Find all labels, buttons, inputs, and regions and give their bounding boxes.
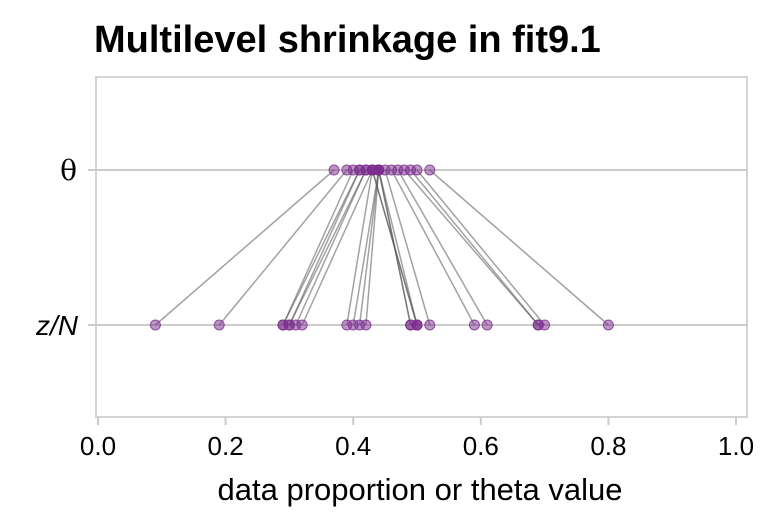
plot-frame <box>95 76 748 418</box>
shrinkage-line <box>282 169 354 326</box>
shrinkage-lines <box>154 169 609 326</box>
y-tick-label-theta: θ <box>60 154 77 187</box>
data-points <box>149 164 614 331</box>
shrinkage-line <box>301 169 374 326</box>
zn-point <box>468 319 480 331</box>
zn-point <box>539 319 551 331</box>
shrinkage-line <box>429 169 609 326</box>
shrinkage-line <box>154 169 335 326</box>
x-tick-label: 0.8 <box>590 431 626 461</box>
shrinkage-line <box>377 169 418 326</box>
x-tick-label: 0.4 <box>335 431 371 461</box>
zn-point <box>602 319 614 331</box>
shrinkage-line <box>410 169 539 326</box>
zn-point <box>296 319 308 331</box>
zn-point <box>481 319 493 331</box>
shrinkage-line <box>371 169 418 326</box>
shrinkage-line <box>403 169 539 326</box>
zn-point <box>411 319 423 331</box>
y-tick-label-zn: z/N <box>35 310 79 341</box>
zn-point <box>424 319 436 331</box>
shrinkage-line <box>295 169 367 326</box>
x-tick-label: 0.2 <box>208 431 244 461</box>
theta-point <box>424 164 436 176</box>
chart-title: Multilevel shrinkage in fit9.1 <box>94 19 601 61</box>
x-tick-label: 1.0 <box>718 431 754 461</box>
shrinkage-line <box>346 169 374 326</box>
shrinkage-line <box>365 169 380 326</box>
shrinkage-line <box>416 169 546 326</box>
y-tick-marks <box>88 169 96 326</box>
shrinkage-line <box>397 169 488 326</box>
shrinkage-line <box>288 169 361 326</box>
zn-point <box>213 319 225 331</box>
shrinkage-line <box>352 169 380 326</box>
shrinkage-line <box>288 169 367 326</box>
x-axis-title: data proportion or theta value <box>218 472 623 507</box>
shrinkage-line <box>390 169 476 326</box>
shrinkage-line <box>282 169 361 326</box>
theta-point <box>411 164 423 176</box>
x-tick-label: 0.0 <box>80 431 116 461</box>
zn-point <box>149 319 161 331</box>
shrinkage-line <box>384 169 431 326</box>
shrinkage-line <box>218 169 348 326</box>
x-axis-ticks: 0.0 0.2 0.4 0.6 0.8 1.0 <box>80 417 754 461</box>
zn-point <box>360 319 372 331</box>
shrinkage-line <box>358 169 380 326</box>
theta-point <box>328 164 340 176</box>
x-tick-label: 0.6 <box>463 431 499 461</box>
